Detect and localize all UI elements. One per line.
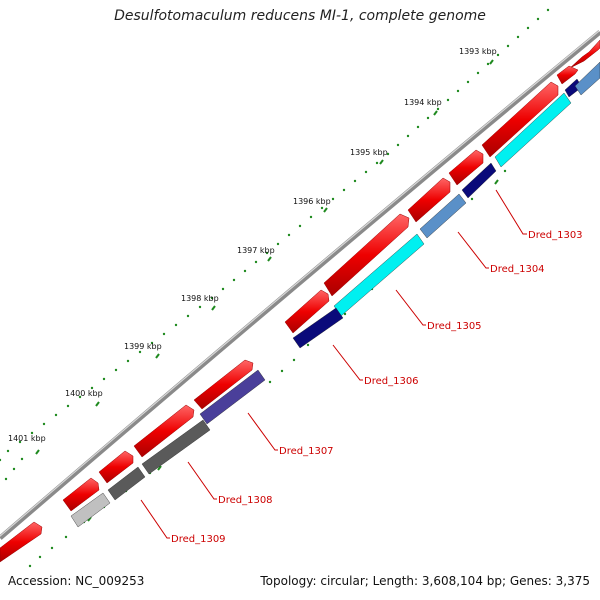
tick-label: 1399 kbp	[124, 342, 162, 351]
forward-cds[interactable]	[133, 404, 195, 458]
forward-cds[interactable]	[193, 359, 254, 410]
gene-label-dred-1308[interactable]: Dred_1308	[218, 495, 273, 506]
tick-label: 1398 kbp	[181, 294, 219, 303]
kbp-tick-labels: 1393 kbp 1394 kbp 1395 kbp 1396 kbp 1397…	[8, 47, 497, 443]
gene-label-dred-1306[interactable]: Dred_1306	[364, 376, 419, 387]
gene-bar-dred-1304[interactable]	[419, 193, 467, 239]
map-title: Desulfotomaculum reducens MI-1, complete…	[114, 8, 486, 24]
forward-cds[interactable]	[62, 477, 100, 512]
forward-cds[interactable]	[448, 149, 484, 186]
tick-label: 1394 kbp	[404, 98, 442, 107]
forward-cds[interactable]	[556, 65, 579, 85]
gene-bar-dred-1309[interactable]	[70, 492, 111, 528]
forward-cds[interactable]	[407, 177, 451, 223]
gene-label-dred-1305[interactable]: Dred_1305	[427, 321, 482, 332]
gene-bar-dred-1306[interactable]	[292, 307, 344, 349]
tick-label: 1401 kbp	[8, 434, 46, 443]
forward-cds[interactable]	[0, 521, 43, 563]
gene-labels: Dred_1303 Dred_1304 Dred_1305 Dred_1306 …	[171, 230, 583, 545]
gene-bar-dred-1303[interactable]	[461, 162, 497, 199]
tick-label: 1400 kbp	[65, 389, 103, 398]
gene-bar-dred-1304[interactable]	[574, 61, 600, 96]
gene-bar-dred-1308[interactable]	[141, 419, 211, 475]
gene-label-dred-1303[interactable]: Dred_1303	[528, 230, 583, 241]
gene-bar-dred-1308[interactable]	[107, 466, 146, 501]
outer-dot-track	[0, 8, 550, 481]
reverse-cds-track	[70, 61, 600, 528]
tick-label: 1396 kbp	[293, 197, 331, 206]
gene-label-dred-1304[interactable]: Dred_1304	[490, 264, 545, 275]
forward-cds-track	[0, 39, 600, 563]
genome-backbone	[0, 30, 600, 540]
gene-bar-dred-1305[interactable]	[494, 92, 572, 168]
gene-label-dred-1309[interactable]: Dred_1309	[171, 534, 226, 545]
forward-cds[interactable]	[481, 81, 559, 158]
label-leader-lines	[140, 189, 527, 539]
forward-cds[interactable]	[284, 289, 330, 334]
tick-label: 1397 kbp	[237, 246, 275, 255]
forward-cds[interactable]	[98, 450, 134, 484]
accession-text: Accession: NC_009253	[8, 574, 145, 588]
forward-cds[interactable]	[323, 213, 410, 297]
gene-bar-dred-1307[interactable]	[199, 369, 266, 425]
tick-label: 1393 kbp	[459, 47, 497, 56]
kbp-tick-marks	[35, 59, 494, 455]
genome-stats-text: Topology: circular; Length: 3,608,104 bp…	[260, 574, 590, 588]
gene-label-dred-1307[interactable]: Dred_1307	[279, 446, 334, 457]
tick-label: 1395 kbp	[350, 148, 388, 157]
